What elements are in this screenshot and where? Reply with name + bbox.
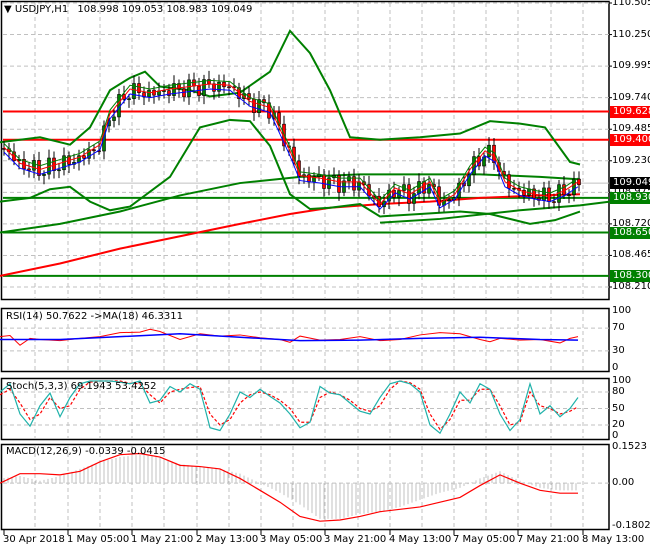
current-price-tag: 109.049: [610, 177, 650, 190]
price-level-tag: 108.650: [610, 226, 650, 239]
price-tick-label: 108.210: [612, 281, 650, 292]
indicator-tick-label: 100: [612, 305, 632, 316]
price-tick-label: 109.740: [612, 91, 650, 103]
price-tick-label: 109.230: [612, 154, 650, 166]
indicator-tick-label: 0.00: [612, 477, 635, 489]
symbol-label: USDJPY,H1: [14, 4, 69, 15]
price-tick-label: 109.485: [612, 123, 650, 135]
price-tick-label: 108.465: [612, 249, 650, 261]
time-tick-label: 3 May 05:00: [260, 534, 323, 545]
indicator-tick-label: 0.1523: [612, 441, 647, 452]
rsi-title: RSI(14) 50.7622 ->MA(18) 46.3311: [6, 311, 183, 322]
price-level-tag: 109.628: [610, 105, 650, 118]
price-level-tag: 108.930: [610, 191, 650, 204]
price-tick-label: 110.250: [612, 28, 650, 40]
time-tick-label: 8 May 13:00: [582, 534, 645, 545]
time-tick-label: 7 May 05:00: [453, 534, 516, 545]
time-tick-label: 4 May 13:00: [389, 534, 452, 545]
ohlc-values: 108.998 109.053 108.983 109.049: [77, 4, 253, 15]
collapse-triangle-icon[interactable]: ▼: [4, 4, 12, 15]
indicator-tick-label: 0: [612, 430, 619, 441]
indicator-tick-label: 30: [612, 344, 625, 356]
indicator-tick-label: -0.1802: [612, 520, 650, 531]
indicator-tick-label: 50: [612, 402, 625, 414]
price-tick-label: 110.505: [612, 0, 650, 8]
price-level-tag: 108.300: [610, 269, 650, 282]
price-level-tag: 109.400: [610, 133, 650, 146]
stoch-title: Stoch(5,3,3) 69.1943 53.4252: [6, 381, 157, 392]
price-tick-label: 109.995: [612, 60, 650, 72]
price-tick-label: 108.720: [612, 217, 650, 229]
macd-pane-frame: [0, 443, 610, 531]
indicator-tick-label: 80: [612, 386, 625, 397]
indicator-tick-label: 20: [612, 419, 625, 430]
time-tick-label: 2 May 13:00: [196, 534, 259, 545]
chart-header: ▼ USDJPY,H1 108.998 109.053 108.983 109.…: [4, 4, 252, 16]
price-tick-label: 108.975: [612, 186, 650, 198]
time-tick-label: 1 May 21:00: [131, 534, 194, 545]
time-tick-label: 1 May 05:00: [67, 534, 130, 545]
time-tick-label: 30 Apr 2018: [3, 534, 65, 545]
indicator-tick-label: 100: [612, 375, 632, 386]
macd-title: MACD(12,26,9) -0.0339 -0.0415: [6, 446, 166, 457]
time-tick-label: 3 May 21:00: [324, 534, 387, 545]
indicator-tick-label: 0: [612, 362, 619, 373]
time-tick-label: 7 May 21:00: [517, 534, 580, 545]
indicator-tick-label: 70: [612, 322, 625, 334]
main-pane-frame: [0, 0, 610, 301]
